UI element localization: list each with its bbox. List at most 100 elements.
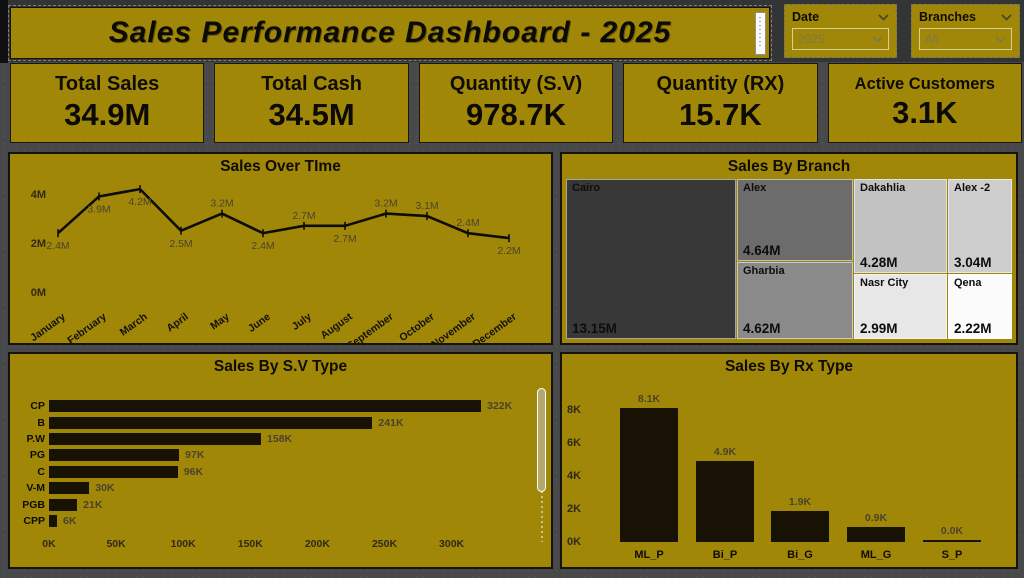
treemap-area: Cairo 13.15M Alex 4.64M Gharbia 4.62M Dakahlia… <box>566 179 1012 339</box>
value-label: 0.9K <box>864 512 888 525</box>
data-label: 4.2M <box>128 196 151 208</box>
kpi-row: Total Sales 34.9M Total Cash 34.5M Quant… <box>10 63 1023 143</box>
branches-dropdown[interactable]: All <box>919 28 1012 50</box>
tile-value: 4.64M <box>743 243 781 258</box>
line-chart-plot[interactable]: 0M 2M 4M 2.4M January 3.9M February 4.2M March 2.… <box>10 178 551 344</box>
kpi-card-quantity-rx: Quantity (RX) 15.7K <box>623 63 818 143</box>
category-label: Bi_G <box>787 549 813 561</box>
category-label: CPP <box>23 514 45 527</box>
tile-name: Alex <box>743 182 767 194</box>
x-tick: 250K <box>371 538 398 550</box>
bar-pgb[interactable] <box>49 498 78 511</box>
treemap-tile-nasr-city[interactable]: Nasr City 2.99M <box>854 274 947 339</box>
bar-cp[interactable] <box>49 400 482 413</box>
sales-by-sv-type-chart: Sales By S.V Type CP 322K B 241K P.W 158K PG 97… <box>8 352 553 569</box>
x-tick-month: March <box>118 311 150 339</box>
kpi-value: 34.9M <box>64 97 151 132</box>
hbar-row-pgb: PGB 21K <box>14 496 527 512</box>
category-label: S_P <box>941 549 963 561</box>
data-label: 2.4M <box>456 217 479 229</box>
tile-value: 4.28M <box>860 255 898 270</box>
hbar-rows: CP 322K B 241K P.W 158K PG 97K C 96K V-M 30K PGB 21K C… <box>14 398 527 529</box>
vbar-plot: 0K 2K 4K 6K 8K 8.1K ML_P 4.9K Bi_P 1.9K Bi_G 0.9K ML… <box>562 354 1016 566</box>
x-tick: 300K <box>439 538 465 550</box>
bar-bi-g[interactable] <box>771 510 829 542</box>
chart-title: Sales By S.V Type <box>213 358 348 375</box>
bar-ml-p[interactable] <box>620 408 678 542</box>
kpi-label: Active Customers <box>854 75 995 93</box>
category-label: C <box>37 465 45 478</box>
x-tick-month: November <box>429 311 478 344</box>
kpi-label: Total Sales <box>55 73 160 95</box>
bar-v-m[interactable] <box>49 482 90 495</box>
hbar-row-v-m: V-M 30K <box>14 480 527 496</box>
bar-s-p[interactable] <box>923 540 981 542</box>
bar-pg[interactable] <box>49 449 180 462</box>
value-label: 30K <box>95 482 115 495</box>
kpi-value: 978.7K <box>466 97 566 132</box>
category-label: B <box>37 416 45 429</box>
data-label: 3.2M <box>210 198 233 210</box>
bar-p-w[interactable] <box>49 432 262 445</box>
kpi-card-active-customers: Active Customers 3.1K <box>827 63 1023 143</box>
kpi-value: 15.7K <box>679 97 762 132</box>
value-label: 6K <box>63 514 77 527</box>
tile-value: 2.22M <box>954 321 992 336</box>
treemap-tile-qena[interactable]: Qena 2.22M <box>948 274 1012 339</box>
x-axis: 0K 50K 100K 150K 200K 250K 300K <box>14 538 527 552</box>
chevron-down-icon[interactable] <box>1001 13 1012 21</box>
branches-dropdown-value: All <box>925 32 939 46</box>
date-slicer-label: Date <box>792 10 820 24</box>
data-label: 2.4M <box>46 240 69 252</box>
data-label: 2.2M <box>497 245 520 257</box>
title-scrollbar[interactable] <box>755 12 766 55</box>
y-tick: 0K <box>567 536 582 548</box>
x-tick: 0K <box>42 538 56 550</box>
kpi-label: Total Cash <box>261 73 362 95</box>
x-tick: 50K <box>106 538 126 550</box>
treemap-tile-gharbia[interactable]: Gharbia 4.62M <box>737 262 853 339</box>
chart-title: Sales By Branch <box>727 158 851 175</box>
category-label: P.W <box>26 432 45 445</box>
kpi-card-total-cash: Total Cash 34.5M <box>214 63 409 143</box>
kpi-value: 3.1K <box>892 95 958 130</box>
kpi-card-quantity-sv: Quantity (S.V) 978.7K <box>418 63 614 143</box>
scrollbar-thumb[interactable] <box>537 388 546 492</box>
x-tick-month: December <box>471 311 519 344</box>
date-dropdown-value: 2025 <box>798 32 825 46</box>
x-tick: 100K <box>170 538 196 550</box>
title-panel: Sales Performance Dashboard - 2025 <box>8 5 772 61</box>
treemap-tile-alex[interactable]: Alex 4.64M <box>737 179 853 261</box>
x-tick-month: July <box>290 311 314 333</box>
value-label: 322K <box>487 400 513 413</box>
line-series[interactable] <box>57 187 510 240</box>
tile-name: Cairo <box>572 182 601 194</box>
treemap-tile-alex-2[interactable]: Alex -2 3.04M <box>948 179 1012 273</box>
kpi-card-total-sales: Total Sales 34.9M <box>10 63 205 143</box>
x-tick-month: September <box>345 311 396 344</box>
value-label: 0.0K <box>940 525 964 537</box>
bar-bi-p[interactable] <box>696 461 754 542</box>
kpi-label: Quantity (S.V) <box>449 73 583 95</box>
chart-scrollbar[interactable] <box>537 388 546 548</box>
hbar-row-cp: CP 322K <box>14 398 527 414</box>
chevron-down-icon[interactable] <box>878 13 889 21</box>
x-tick-month: June <box>246 311 273 335</box>
treemap-tile-dakahlia[interactable]: Dakahlia 4.28M <box>854 179 947 273</box>
bar-ml-g[interactable] <box>847 527 905 542</box>
y-tick: 2K <box>567 503 582 515</box>
chevron-down-icon <box>872 35 883 43</box>
kpi-value: 34.5M <box>268 97 355 132</box>
x-tick-month: February <box>65 311 109 344</box>
x-tick-month: April <box>164 311 190 335</box>
value-label: 97K <box>185 449 205 462</box>
sales-over-time-chart: Sales Over TIme 0M 2M 4M 2.4M January 3.9M Feb… <box>8 152 553 345</box>
bar-c[interactable] <box>49 465 178 478</box>
sales-by-branch-treemap: Sales By Branch Cairo 13.15M Alex 4.64M Ghar… <box>560 152 1018 345</box>
date-dropdown[interactable]: 2025 <box>792 28 889 50</box>
bar-cpp[interactable] <box>49 514 58 527</box>
data-label: 2.7M <box>333 233 356 245</box>
treemap-tile-cairo[interactable]: Cairo 13.15M <box>566 179 736 339</box>
x-tick: 200K <box>304 538 330 550</box>
bar-b[interactable] <box>49 416 373 429</box>
